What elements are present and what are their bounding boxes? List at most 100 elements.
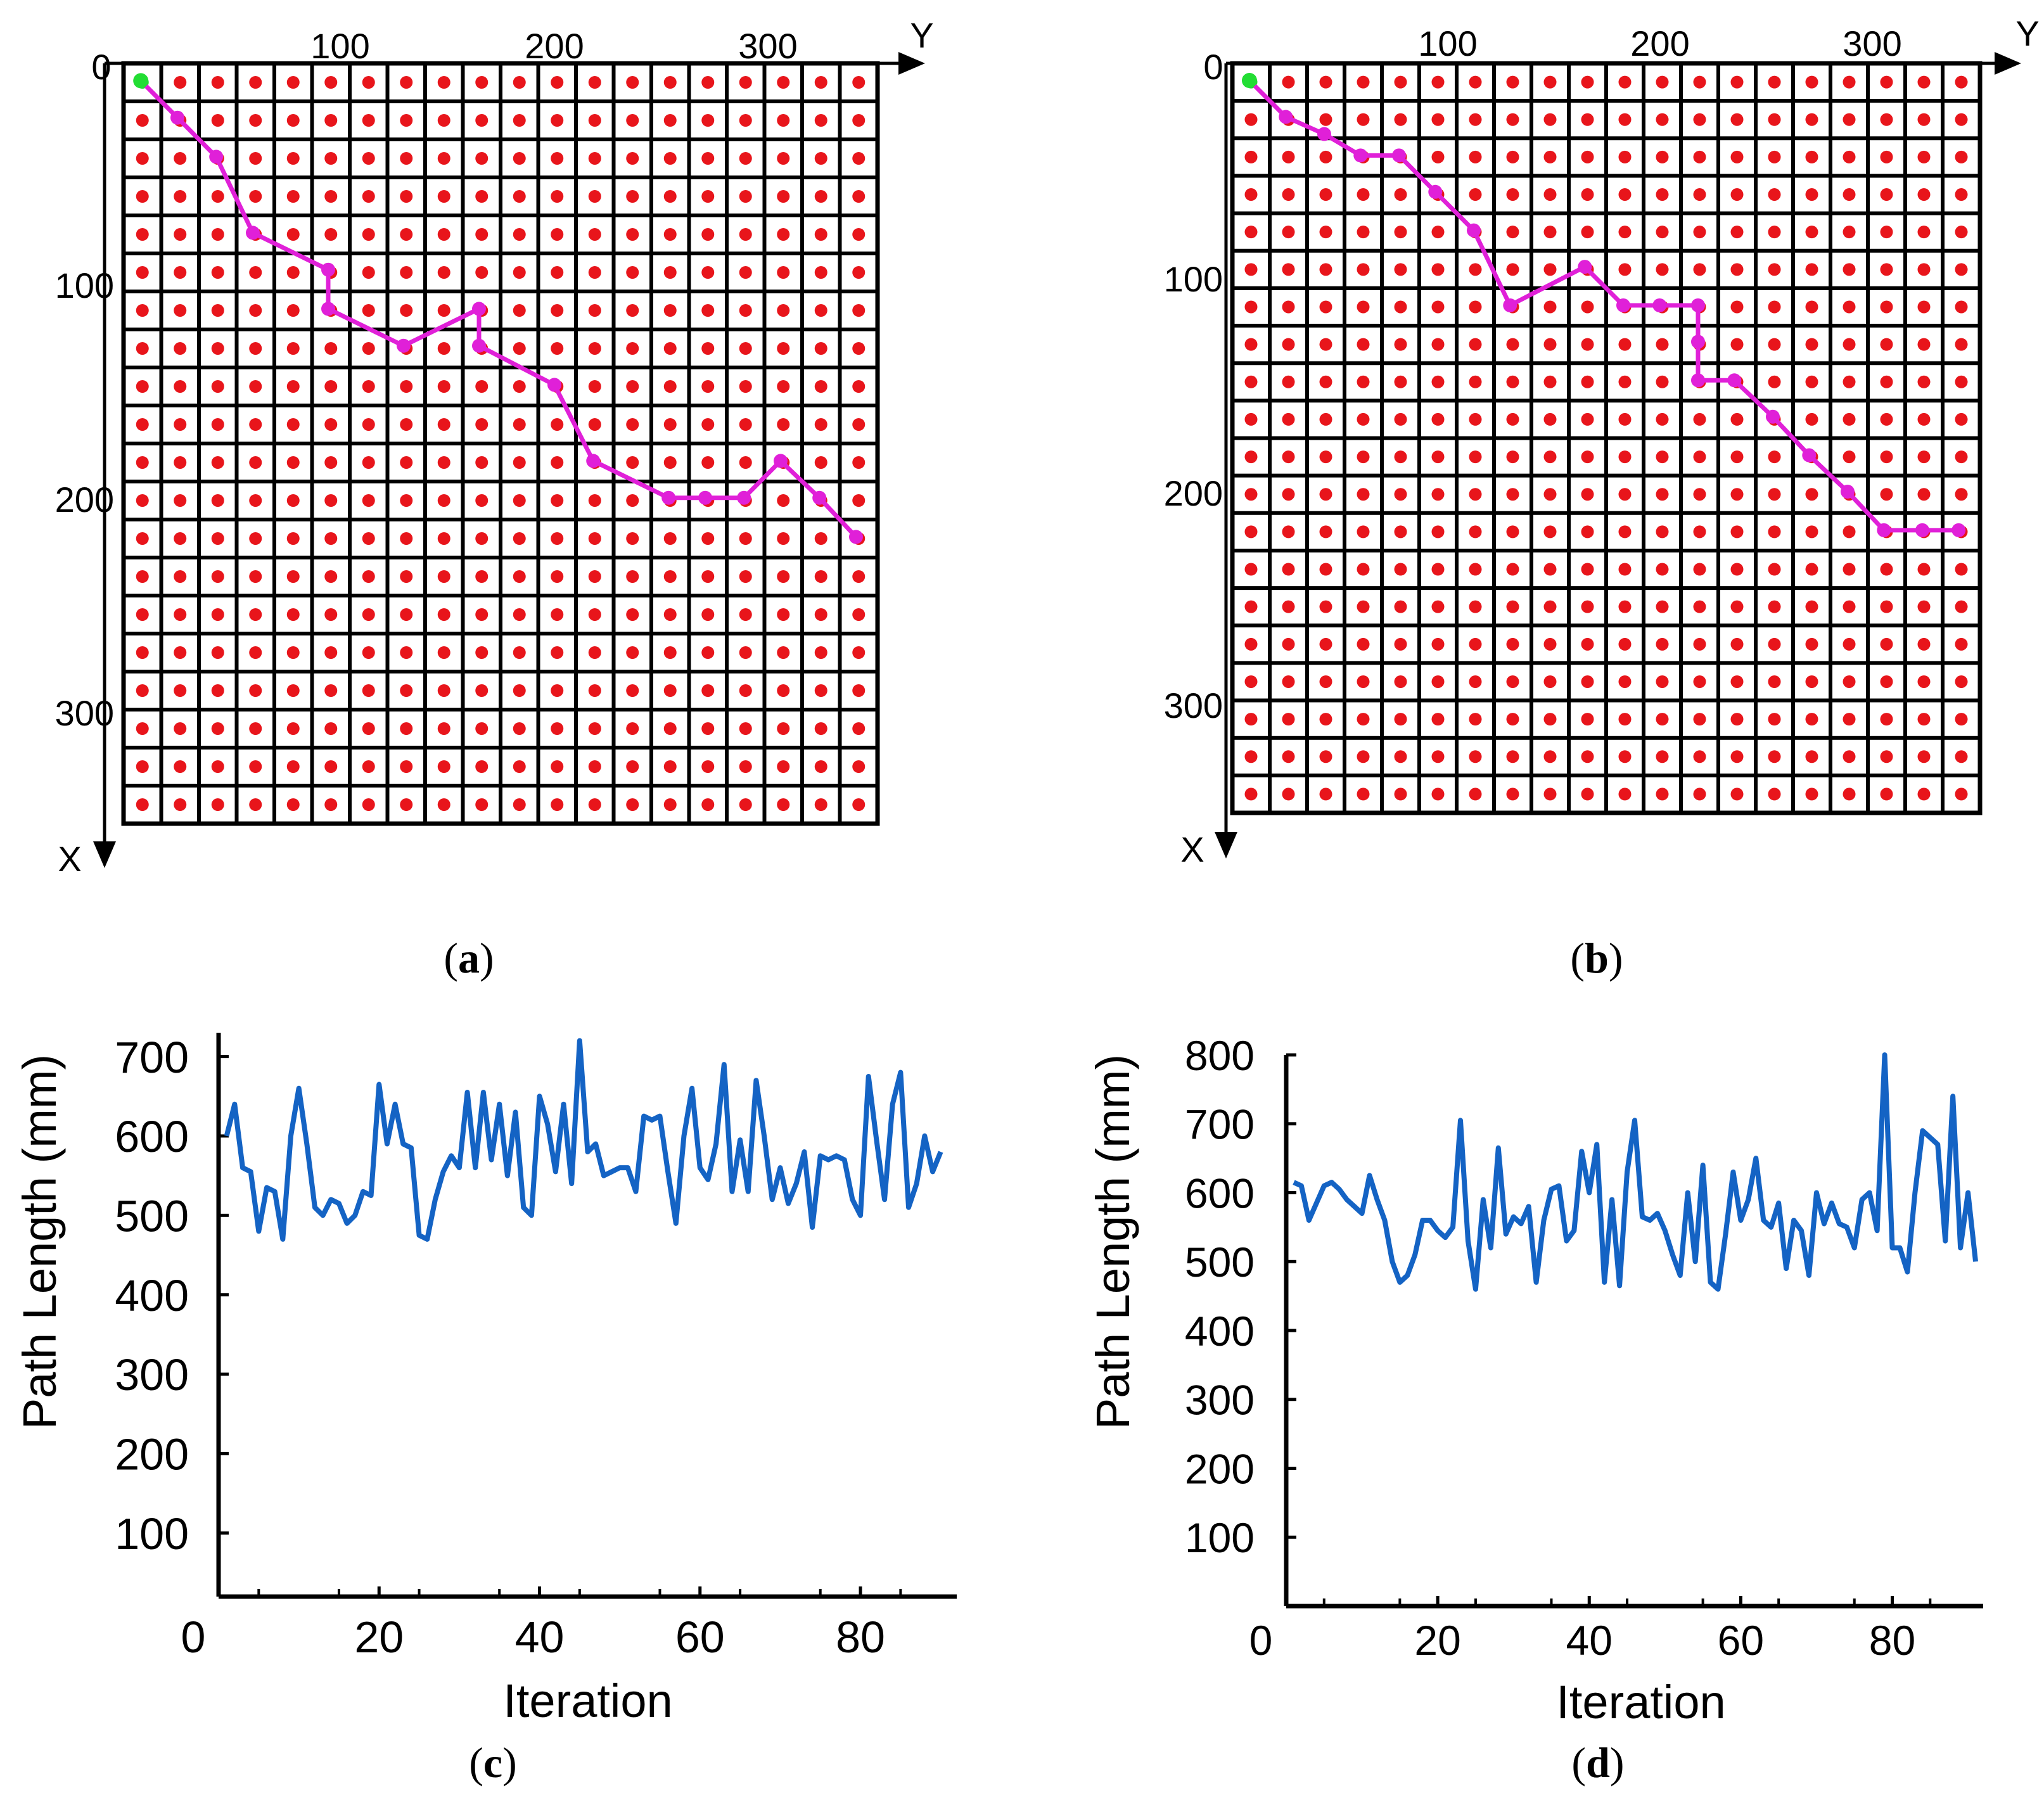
grid-node (513, 608, 526, 621)
grid-node (1244, 375, 1258, 388)
grid-node (286, 722, 300, 735)
grid-node (663, 380, 677, 393)
grid-node (739, 114, 752, 127)
grid-node (1618, 750, 1632, 763)
caption-c: (c) (469, 1739, 517, 1787)
grid-node (1357, 563, 1370, 576)
grid-node (1768, 188, 1781, 201)
grid-node (1805, 150, 1818, 163)
grid-node (739, 152, 752, 165)
grid-node (1955, 75, 1968, 89)
grid-node (324, 760, 338, 773)
grid-node (1805, 713, 1818, 726)
grid-node (324, 684, 338, 697)
grid-node (1618, 713, 1632, 726)
grid-node (1955, 637, 1968, 651)
grid-node (136, 228, 149, 241)
path-waypoint (812, 490, 827, 505)
grid-node (1730, 525, 1744, 539)
grid-node (1768, 226, 1781, 239)
grid-node (1394, 300, 1407, 314)
grid-node (400, 304, 413, 317)
grid-node (1618, 563, 1632, 576)
grid-node (1357, 600, 1370, 613)
grid-node (852, 76, 866, 89)
grid-node (136, 456, 149, 469)
grid-node (1244, 488, 1258, 501)
grid-node (1244, 150, 1258, 163)
grid-node (174, 152, 187, 165)
grid-node (1282, 188, 1295, 201)
path-waypoint (1503, 298, 1517, 312)
grid-node (588, 418, 601, 431)
grid-node (400, 418, 413, 431)
grid-node (1805, 300, 1818, 314)
arrow-right-icon (898, 52, 925, 75)
grid-node (588, 342, 601, 355)
grid-node (513, 152, 526, 165)
grid-node (1805, 75, 1818, 89)
grid-node (739, 190, 752, 203)
path-waypoint (774, 454, 788, 468)
grid-node (1693, 226, 1706, 239)
grid-node (663, 304, 677, 317)
grid-node (663, 646, 677, 659)
path-waypoint (586, 454, 601, 468)
grid-node (1357, 188, 1370, 201)
x-tick-300: 300 (1164, 686, 1223, 725)
x-axis-label: Iteration (503, 1675, 672, 1727)
grid-node (1730, 450, 1744, 464)
grid-node (777, 646, 790, 659)
grid-node (777, 380, 790, 393)
grid-node (1469, 450, 1482, 464)
grid-node (136, 114, 149, 127)
grid-node (1319, 637, 1332, 651)
grid-node (1693, 113, 1706, 126)
grid-node (1469, 75, 1482, 89)
grid-node (1693, 713, 1706, 726)
grid-node (1656, 338, 1669, 351)
grid-node (1469, 263, 1482, 276)
grid-node (400, 798, 413, 811)
grid-node (663, 456, 677, 469)
grid-node (1581, 226, 1594, 239)
grid-node (1693, 600, 1706, 613)
grid-node (136, 152, 149, 165)
grid-node (551, 114, 564, 127)
grid-node (1506, 412, 1519, 426)
grid-node (1319, 188, 1332, 201)
grid-node (739, 798, 752, 811)
grid-node (437, 456, 450, 469)
grid-node (513, 722, 526, 735)
grid-node (1917, 637, 1931, 651)
grid-node (362, 798, 375, 811)
grid-node (1394, 675, 1407, 688)
grid-node (1805, 338, 1818, 351)
grid-node (1768, 713, 1781, 726)
grid-node (1357, 675, 1370, 688)
grid-node (249, 456, 262, 469)
grid-node (852, 760, 866, 773)
grid-node (1805, 788, 1818, 801)
grid-node (1955, 188, 1968, 201)
grid-node (324, 570, 338, 583)
grid-node (1880, 263, 1893, 276)
grid-node (551, 684, 564, 697)
grid-node (1506, 600, 1519, 613)
grid-node (475, 798, 489, 811)
path-waypoint (397, 338, 411, 353)
grid-node (1843, 450, 1856, 464)
grid-node (1319, 750, 1332, 763)
grid-node (136, 684, 149, 697)
grid-node (1282, 600, 1295, 613)
grid-node (551, 266, 564, 279)
grid-node (1244, 300, 1258, 314)
grid-node (1656, 788, 1669, 801)
grid-node (701, 418, 715, 431)
grid-node (400, 228, 413, 241)
path-waypoint (1690, 298, 1705, 312)
grid-node (211, 304, 224, 317)
grid-node (1506, 263, 1519, 276)
grid-node (814, 760, 827, 773)
